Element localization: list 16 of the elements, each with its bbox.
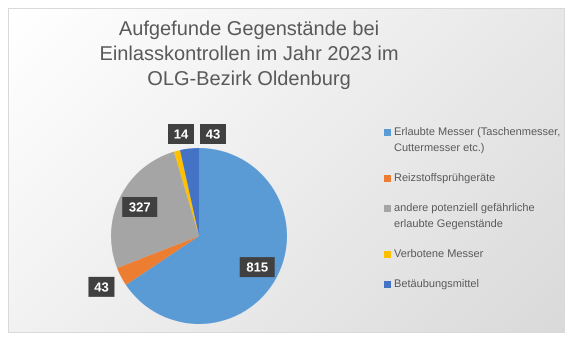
data-label: 327 bbox=[128, 199, 151, 214]
legend-label: Reizstoffsprühgeräte bbox=[394, 171, 496, 186]
data-label: 815 bbox=[246, 260, 268, 275]
pie-slice bbox=[117, 236, 199, 285]
pie-slice bbox=[174, 150, 199, 236]
pie-slice bbox=[126, 148, 287, 324]
pie-slice bbox=[180, 148, 199, 236]
chart-title: Aufgefunde Gegenstände bei Einlasskontrollen im Jahr 2023 im OLG-Bezirk Oldenburg bbox=[98, 17, 400, 92]
legend-label: Betäubungsmittel bbox=[394, 277, 479, 292]
pie-slice bbox=[111, 152, 199, 268]
legend-label: Erlaubte Messer (Taschenmesser, Cuttermesser etc.) bbox=[394, 125, 562, 156]
legend-label: andere potenziell gefährliche erlaubte Gegenstände bbox=[394, 201, 536, 232]
legend-label: Verbotene Messer bbox=[394, 247, 484, 262]
data-label: 14 bbox=[174, 126, 189, 142]
data-label: 43 bbox=[206, 126, 220, 142]
data-label: 43 bbox=[94, 279, 109, 294]
